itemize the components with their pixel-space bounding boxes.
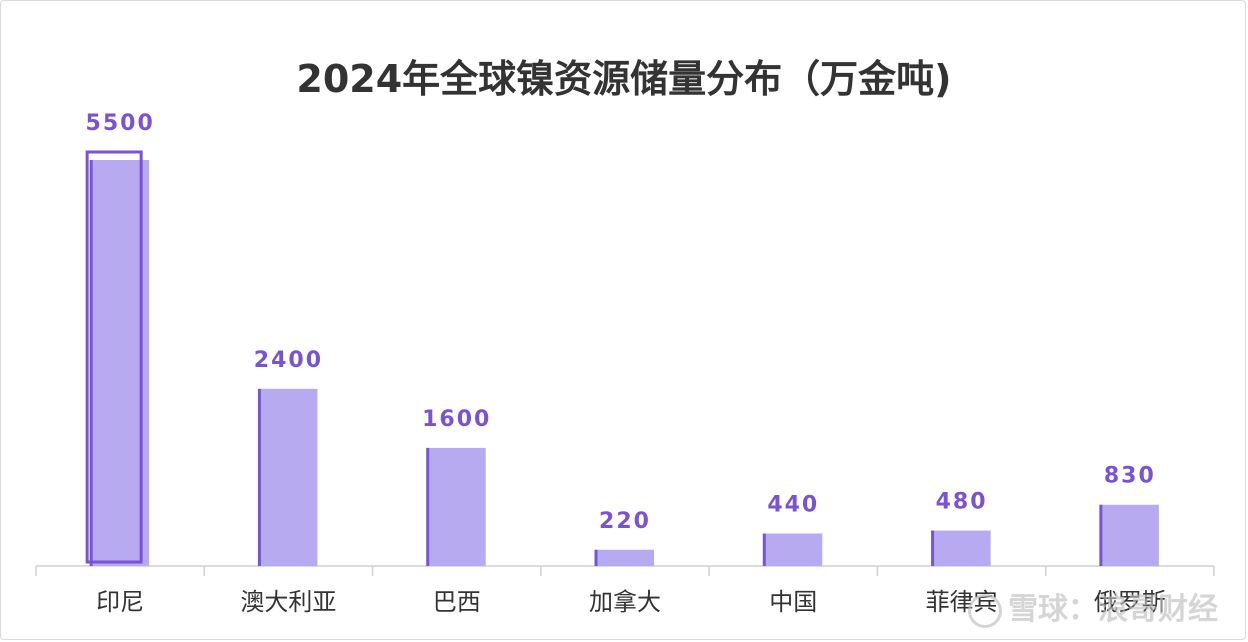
category-label: 菲律宾 bbox=[926, 588, 998, 616]
bar bbox=[764, 533, 823, 566]
bar bbox=[596, 549, 654, 566]
category-label: 中国 bbox=[769, 588, 817, 616]
category-label: 俄罗斯 bbox=[1094, 588, 1166, 616]
bar bbox=[932, 530, 991, 566]
bar-highlight-outline bbox=[85, 150, 143, 564]
bar bbox=[259, 388, 318, 566]
value-label: 830 bbox=[1104, 464, 1156, 489]
bar bbox=[91, 160, 150, 566]
value-label: 220 bbox=[599, 509, 651, 534]
value-label: 2400 bbox=[254, 348, 323, 373]
bar bbox=[427, 447, 486, 566]
value-label: 440 bbox=[767, 493, 819, 518]
category-label: 加拿大 bbox=[589, 588, 661, 616]
value-label: 5500 bbox=[86, 111, 155, 136]
bar bbox=[1100, 504, 1159, 566]
category-label: 澳大利亚 bbox=[240, 588, 336, 616]
value-label: 1600 bbox=[422, 407, 491, 432]
category-label: 印尼 bbox=[96, 588, 144, 616]
chart-title: 2024年全球镍资源储量分布（万金吨) bbox=[296, 57, 952, 101]
category-label: 巴西 bbox=[433, 588, 481, 616]
value-label: 480 bbox=[936, 490, 988, 515]
